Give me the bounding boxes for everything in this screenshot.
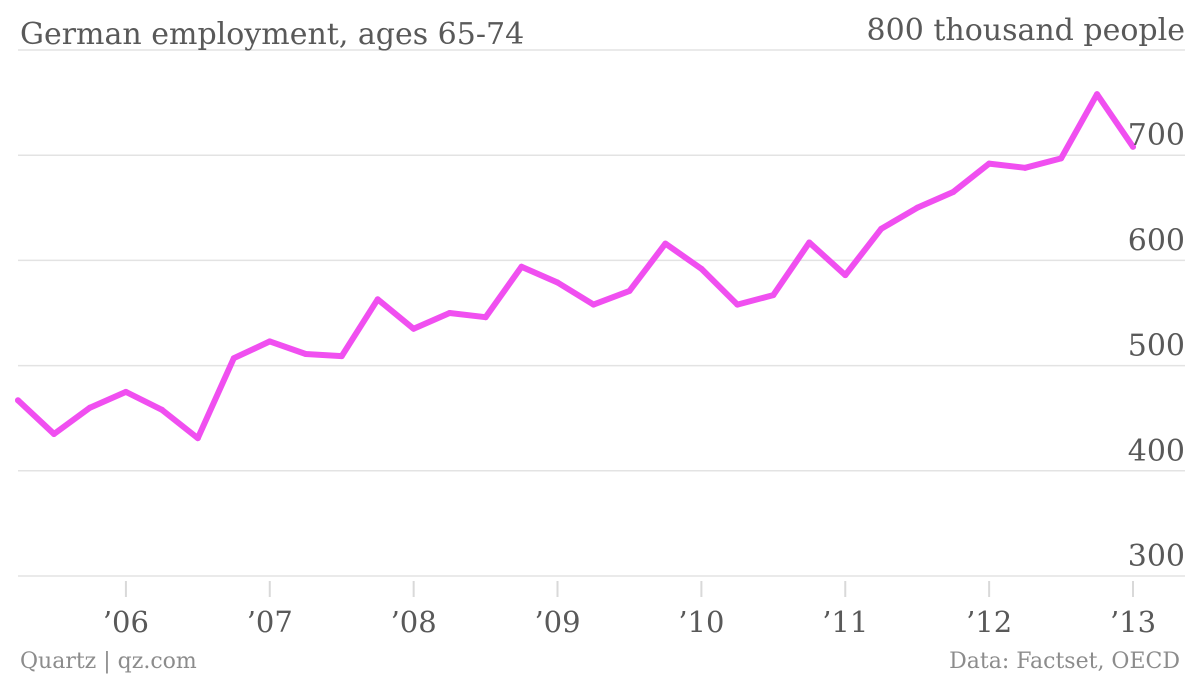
y-tick-label-600: 600 [1128,223,1185,258]
data-point [374,296,381,303]
source-credit-left: Quartz | qz.com [20,649,197,674]
data-point [50,430,57,437]
y-tick-label-700: 700 [1128,118,1185,153]
source-credit-right: Data: Factset, OECD [949,649,1180,674]
data-point [122,388,129,395]
data-point [554,279,561,286]
y-tick-label-500: 500 [1128,329,1185,364]
data-point [986,160,993,167]
data-point [446,310,453,316]
x-axis: ’06 ’07 ’08 ’09 ’10 ’11 ’12 ’13 [103,581,1156,639]
y-tick-label-800: 800 thousand people [867,13,1185,48]
data-point [950,189,957,196]
data-point [734,301,741,308]
y-tick-label-300: 300 [1128,539,1185,574]
x-tick-label-2011: ’11 [822,605,868,639]
data-point [878,225,885,232]
x-tick-label-2006: ’06 [103,605,149,639]
y-tick-label-400: 400 [1128,434,1185,469]
data-point [1130,143,1136,150]
data-point [626,287,633,294]
series-layer [15,91,1136,442]
data-point [914,204,921,211]
data-point [1094,91,1101,98]
chart-title: German employment, ages 65-74 [20,17,524,52]
x-tick-label-2012: ’12 [966,605,1012,639]
data-point [338,353,345,360]
series-line-0 [15,91,1136,442]
data-point [15,397,21,404]
data-point [194,435,201,442]
x-tick-label-2010: ’10 [678,605,724,639]
data-point [1022,164,1029,171]
data-point [230,355,237,362]
y-axis: 300 400 500 600 700 800 thousand people [867,13,1185,574]
data-point [410,325,417,332]
x-tick-label-2009: ’09 [534,605,580,639]
data-point [770,292,777,299]
data-point [86,404,93,411]
x-tick-label-2013: ’13 [1110,605,1156,639]
data-point [158,406,165,413]
data-point [1058,155,1065,162]
x-tick-label-2008: ’08 [391,605,437,639]
data-point [590,301,597,308]
data-point [806,239,813,246]
data-point [662,240,669,247]
gridlines [18,49,1185,577]
data-point [482,314,489,321]
data-point [266,338,273,345]
data-point [302,351,309,358]
data-point [842,272,849,279]
x-tick-label-2007: ’07 [247,605,293,639]
data-point [518,263,525,270]
data-point [698,265,705,272]
